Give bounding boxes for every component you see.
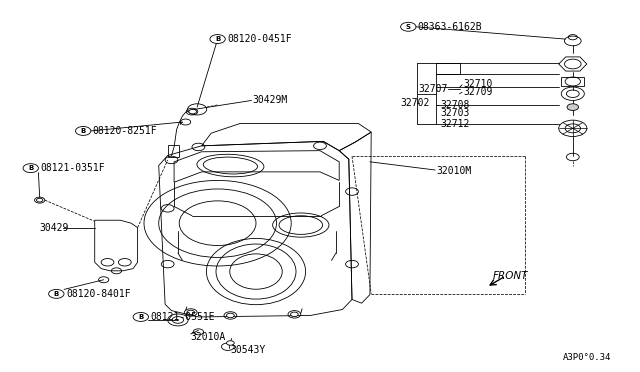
Text: 32702: 32702 bbox=[400, 99, 429, 108]
Bar bbox=[168, 145, 179, 157]
Text: A3P0°0.34: A3P0°0.34 bbox=[563, 353, 612, 362]
Text: 30429: 30429 bbox=[40, 223, 69, 232]
Circle shape bbox=[567, 104, 579, 110]
Text: B: B bbox=[138, 314, 143, 320]
Text: 08120-0451F: 08120-0451F bbox=[227, 34, 292, 44]
Circle shape bbox=[187, 310, 195, 315]
Text: 32707: 32707 bbox=[419, 84, 448, 94]
Circle shape bbox=[227, 341, 234, 345]
Text: 32010A: 32010A bbox=[191, 332, 226, 341]
Text: 30429M: 30429M bbox=[253, 96, 288, 105]
Text: B: B bbox=[81, 128, 86, 134]
Text: 32710: 32710 bbox=[463, 79, 493, 89]
Text: 30543Y: 30543Y bbox=[230, 346, 266, 355]
Text: 08120-8401F: 08120-8401F bbox=[66, 289, 131, 299]
Text: 32703: 32703 bbox=[440, 109, 470, 118]
Circle shape bbox=[291, 312, 298, 317]
Text: 32712: 32712 bbox=[440, 119, 470, 128]
Text: 32708: 32708 bbox=[440, 100, 470, 110]
Text: 08120-8251F: 08120-8251F bbox=[93, 126, 157, 136]
Text: B: B bbox=[28, 165, 33, 171]
Text: 32709: 32709 bbox=[463, 87, 493, 97]
Text: B: B bbox=[54, 291, 59, 297]
Text: 08121-0351F: 08121-0351F bbox=[40, 163, 105, 173]
Text: 08121-0551E: 08121-0551E bbox=[150, 312, 215, 322]
Circle shape bbox=[36, 198, 43, 202]
Circle shape bbox=[189, 109, 196, 114]
Text: S: S bbox=[406, 24, 411, 30]
Text: 32010M: 32010M bbox=[436, 166, 472, 176]
Text: FRONT: FRONT bbox=[493, 271, 528, 281]
Text: 08363-6162B: 08363-6162B bbox=[417, 22, 482, 32]
Text: B: B bbox=[215, 36, 220, 42]
Circle shape bbox=[227, 313, 234, 318]
